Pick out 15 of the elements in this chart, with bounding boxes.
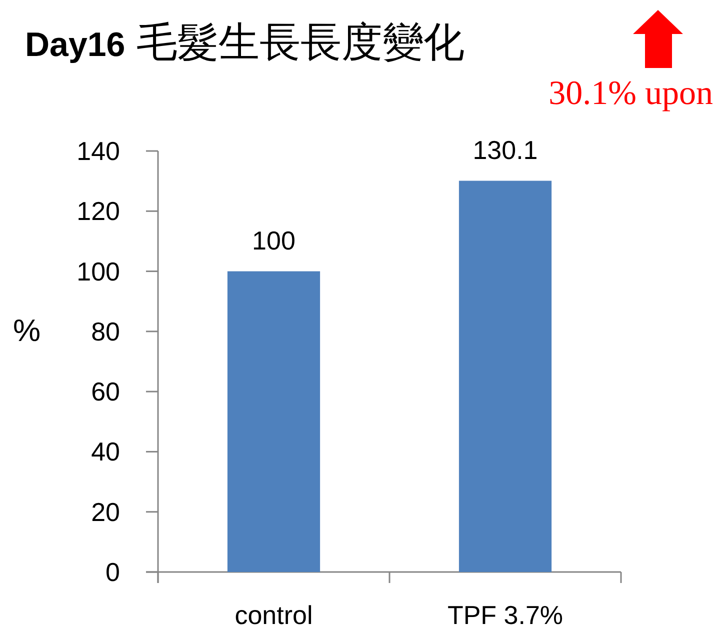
- data-label: 130.1: [472, 134, 538, 165]
- y-tick-label: 60: [91, 376, 120, 407]
- y-tick-label: 80: [91, 316, 120, 346]
- x-tick-label: control: [234, 600, 313, 630]
- y-tick-label: 40: [91, 436, 120, 467]
- y-axis-title: %: [13, 313, 41, 348]
- y-tick-label: 0: [106, 557, 120, 587]
- y-tick-label: 120: [76, 196, 120, 226]
- y-tick-label: 20: [91, 496, 120, 527]
- y-tick-label: 140: [76, 136, 120, 166]
- y-tick-label: 100: [76, 256, 120, 286]
- data-label: 100: [252, 225, 296, 256]
- chart-title: Day16 毛髮生長長度變化: [25, 19, 465, 65]
- x-tick-label: TPF 3.7%: [447, 600, 564, 630]
- text: 30.1% upon: [548, 75, 713, 112]
